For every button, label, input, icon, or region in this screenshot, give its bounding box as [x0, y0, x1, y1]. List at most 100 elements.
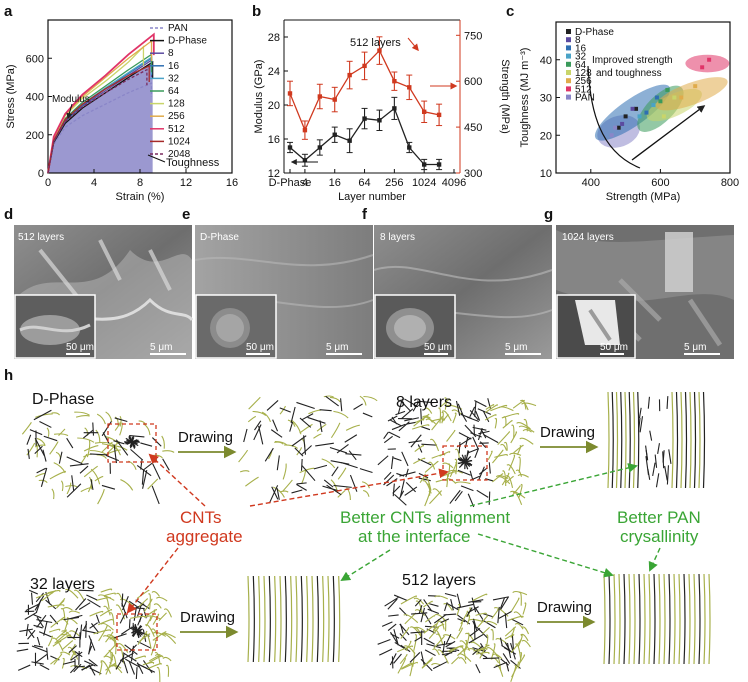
cnt-rod-aligned [662, 450, 665, 463]
legend-label-a: 64 [168, 86, 180, 97]
pan-chain [321, 458, 336, 469]
pan-chain-layer [61, 630, 73, 639]
cnt-rod-layer [420, 651, 426, 667]
drawing-arrow-1: Drawing [178, 429, 237, 459]
drawing-label-4: Drawing [537, 599, 592, 616]
cnt-rod-layer [383, 474, 395, 486]
pan-chain-layer [522, 602, 527, 615]
pan-chain-layer [485, 404, 495, 410]
drawing-arrow-4: Drawing [537, 599, 596, 629]
cnt-rod-layer [483, 433, 499, 444]
pan-chain [75, 414, 90, 418]
cnt-rod-layer [432, 661, 448, 670]
cnt-rod-layer [121, 653, 125, 663]
pan-chain-layer [108, 649, 112, 665]
pan-chain-layer [490, 629, 494, 641]
pan-chain-layer [501, 472, 510, 486]
pan-chain [245, 476, 259, 487]
pan-chain-layer [517, 634, 523, 648]
pan-chain [105, 411, 113, 422]
pan-chain-layer [514, 622, 524, 630]
pan-chain-layer [397, 657, 406, 674]
aligned-fiber [698, 391, 701, 489]
pan-chain-layer [69, 630, 80, 637]
cnt-rod-layer [457, 618, 466, 623]
cnt-rod-layer [474, 399, 487, 408]
pan-chain [65, 485, 78, 488]
pan-chain-layer [424, 490, 431, 507]
cnt-rod-layer [398, 490, 405, 499]
data-point-b [377, 118, 382, 123]
y-axis-label-c: Toughness (MJ m⁻³) [519, 48, 531, 148]
pan-chain-layer [148, 593, 151, 610]
annotation-toughness: Toughness [166, 157, 220, 169]
cnt-rod-layer [429, 603, 439, 607]
pan-chain-layer [62, 607, 73, 611]
pan-chain-layer [144, 624, 155, 637]
aligned-fiber [316, 575, 319, 663]
cnt-rod-aligned [639, 416, 644, 433]
legend-label-a: 32 [168, 73, 180, 84]
pan-chain-layer [510, 664, 517, 682]
pan-chain-layer [68, 610, 80, 614]
aligned-fiber [673, 573, 676, 665]
cnt-rod-layer [458, 441, 461, 454]
data-point-c-32 [637, 114, 642, 119]
pan-chain-layer [414, 609, 426, 616]
cnt-rod-layer [393, 457, 402, 462]
legend-swatch-c [566, 78, 571, 84]
cnt-rod-layer [477, 427, 483, 441]
sem-inset-scale-g: 50 μm [600, 342, 628, 353]
pan-chain-layer [138, 598, 148, 607]
aligned-fiber [624, 391, 627, 489]
pan-chain-layer [109, 612, 115, 625]
chart-c: 400 600 800 10 20 30 40 Strength (MPa) Toughness… [519, 21, 739, 203]
pan-chain-layer [512, 399, 525, 409]
cnt-rod-layer [36, 619, 53, 624]
pan-chain-layer [508, 454, 516, 471]
x-tick-label-a: 8 [137, 177, 143, 189]
cnt-rod-layer [420, 658, 433, 672]
cnt-rod [33, 409, 52, 421]
pan-chain-layer [116, 592, 123, 602]
cnt-rod [353, 403, 363, 410]
pan-chain-layer [100, 622, 114, 631]
pan-chain [54, 433, 69, 437]
pan-chain [363, 489, 370, 497]
pan-chain-layer [41, 590, 57, 602]
sem-label-f: 8 layers [380, 232, 415, 243]
pan-chain [279, 490, 289, 493]
cnt-rod-layer [414, 599, 422, 607]
legend-swatch-c [566, 53, 571, 59]
pan-chain-layer [491, 657, 500, 664]
cnt-rod [319, 420, 323, 433]
aligned-fiber [338, 575, 341, 663]
pan-chain-layer [446, 429, 456, 442]
cnt-rod-aligned [666, 396, 669, 409]
cnt-rod-layer [390, 456, 394, 470]
aligned-fiber [613, 573, 616, 665]
cnt-rod-layer [410, 434, 422, 448]
aligned-fiber [702, 391, 706, 489]
pan-chain-layer [105, 631, 114, 643]
panel-e: e D-Phase 50 μm 5 μm [182, 206, 374, 359]
cnt-rod-layer [63, 616, 80, 621]
cnt-rod-layer [84, 660, 96, 667]
pan-chain-layer [494, 417, 498, 429]
cnt-rod-layer [400, 479, 405, 497]
annotation-improved-1: Improved strength [592, 55, 673, 66]
pan-chain-layer [158, 612, 167, 621]
sem-label-d: 512 layers [18, 232, 64, 243]
pan-chain-layer [405, 640, 412, 652]
cnt-rod [66, 483, 82, 498]
cnt-rod [42, 449, 47, 462]
y-tick-right-label-b: 600 [464, 76, 482, 88]
cnt-rod-layer [418, 604, 423, 614]
cnt-rod-layer [423, 612, 432, 625]
cnt-rod-layer [81, 664, 91, 671]
pan-chain-layer [504, 634, 515, 640]
cnt-rod [253, 424, 262, 441]
data-point-b [436, 112, 442, 118]
pan-chain [90, 468, 101, 485]
cnt-rod-layer [73, 663, 82, 673]
